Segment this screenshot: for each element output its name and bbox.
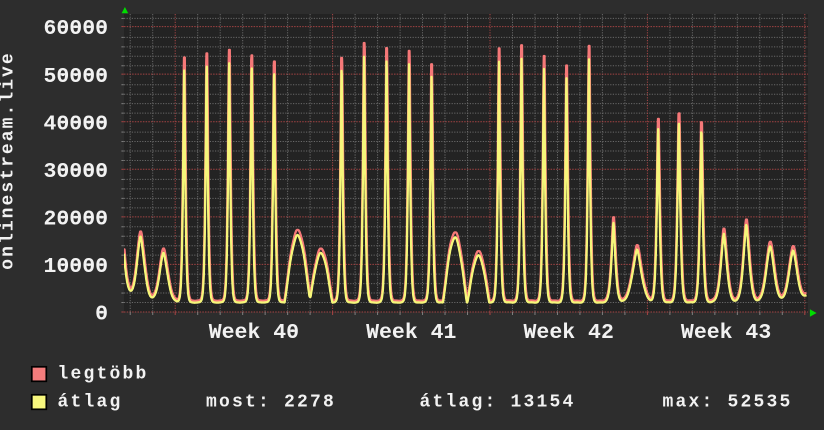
svg-text:40000: 40000: [43, 112, 108, 136]
svg-text:60000: 60000: [43, 17, 108, 41]
svg-text:átlag: 13154: átlag: 13154: [420, 393, 576, 413]
svg-text:max: 52535: max: 52535: [663, 393, 793, 413]
svg-text:0: 0: [95, 303, 108, 327]
svg-text:most: 2278: most: 2278: [206, 393, 336, 413]
svg-text:átlag: átlag: [58, 393, 123, 413]
svg-text:Week 43: Week 43: [681, 321, 771, 345]
svg-text:20000: 20000: [43, 208, 108, 232]
svg-text:30000: 30000: [43, 160, 108, 184]
svg-text:50000: 50000: [43, 65, 108, 89]
svg-text:10000: 10000: [43, 255, 108, 279]
svg-text:Week 41: Week 41: [366, 321, 456, 345]
svg-text:onlinestream.live: onlinestream.live: [0, 51, 19, 269]
svg-text:legtöbb: legtöbb: [58, 365, 149, 385]
svg-text:Week 40: Week 40: [209, 321, 299, 345]
svg-text:Week 42: Week 42: [524, 321, 614, 345]
